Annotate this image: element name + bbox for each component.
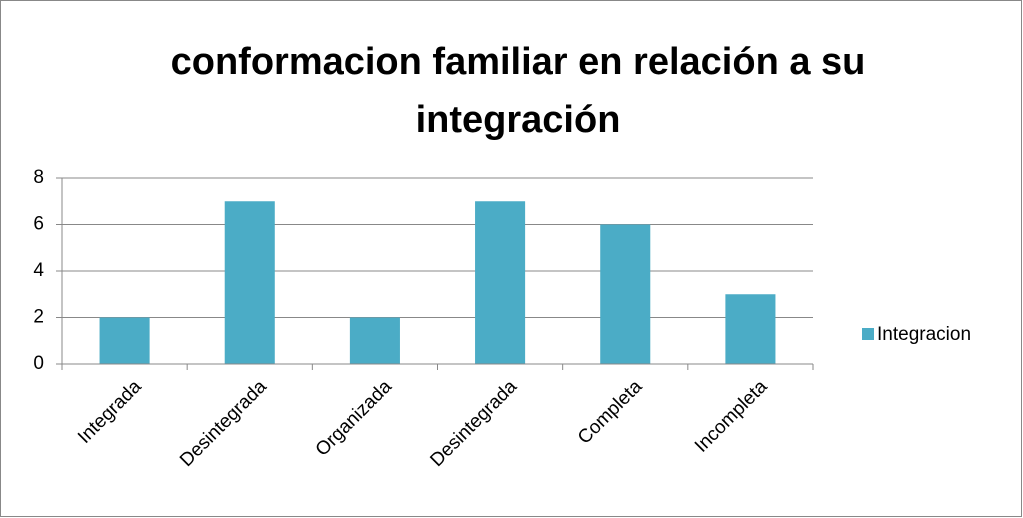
bar: [349, 317, 400, 364]
y-tick-label: 0: [33, 353, 44, 374]
chart-title-line-1: conformacion familiar en relación a su in…: [171, 41, 866, 141]
y-tick-label: 8: [33, 167, 44, 188]
y-tick-label: 6: [33, 214, 44, 235]
bar: [475, 201, 526, 364]
bar: [99, 317, 150, 364]
legend-swatch: [862, 328, 874, 340]
bar: [600, 224, 651, 364]
bar: [224, 201, 275, 364]
y-tick-label: 2: [33, 307, 44, 328]
bar: [725, 294, 776, 364]
legend-label: Integracion: [877, 324, 971, 345]
y-tick-label: 4: [33, 260, 44, 281]
